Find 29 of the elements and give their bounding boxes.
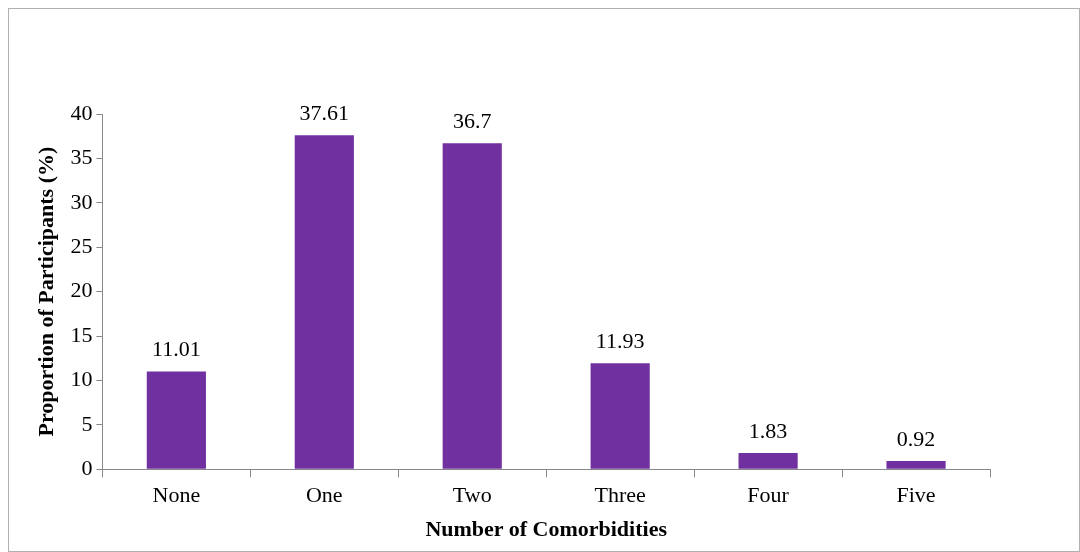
y-tick-label: 0 [81,454,93,480]
data-label: 36.7 [452,108,492,134]
x-tick-label: Five [896,482,936,508]
bar [738,452,798,469]
data-label: 1.83 [748,417,788,443]
bar [886,461,946,469]
y-tick-label: 15 [70,321,93,347]
x-tick-label: Three [594,482,646,508]
x-tick-label: Two [452,482,492,508]
y-axis-title: Proportion of Participants (%) [32,146,58,437]
bar [294,135,354,469]
bar [146,371,206,469]
x-tick-label: Four [747,482,790,508]
bar [590,363,650,469]
x-axis-title: Number of Comorbidities [425,516,668,542]
y-tick-label: 5 [81,410,93,436]
data-label: 37.61 [299,100,350,125]
y-tick-label: 25 [70,232,93,258]
y-tick-label: 10 [70,366,93,392]
data-label: 11.01 [152,336,201,362]
y-tick-label: 40 [70,99,93,125]
y-tick-label: 30 [70,188,93,214]
data-label: 0.92 [896,425,936,451]
x-tick-label: One [305,482,343,508]
y-tick-label: 20 [70,277,93,303]
bar [442,143,502,469]
data-label: 11.93 [595,328,645,354]
y-tick-label: 35 [70,144,93,170]
x-tick-label: None [152,482,201,508]
